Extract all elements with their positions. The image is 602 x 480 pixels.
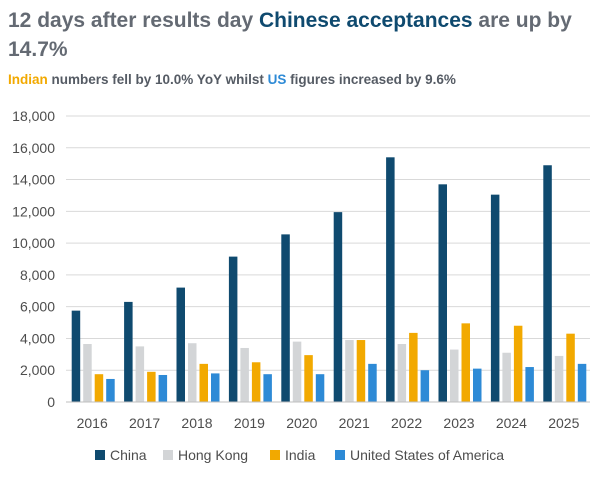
- bar-china-2017: [124, 301, 133, 402]
- x-tick-label: 2016: [77, 415, 108, 431]
- bar-india-2018: [199, 363, 208, 402]
- x-tick-label: 2021: [339, 415, 370, 431]
- y-tick-label: 8,000: [20, 267, 55, 283]
- bar-india-2017: [147, 371, 156, 402]
- subtitle-part-2: figures increased by 9.6%: [286, 72, 456, 87]
- bar-china-2021: [333, 212, 343, 402]
- bar-china-2020: [281, 234, 290, 402]
- title-highlight: Chinese acceptances: [258, 9, 473, 32]
- x-tick-label: 2018: [181, 415, 212, 431]
- legend-swatch-united-states-of-america: [335, 450, 345, 460]
- bar-china-2016: [71, 310, 81, 402]
- y-tick-label: 10,000: [12, 235, 55, 251]
- legend-swatch-india: [270, 450, 280, 460]
- bar-united-states-of-america-2017: [158, 374, 168, 402]
- x-tick-label: 2023: [443, 415, 474, 431]
- legend-swatch-hong-kong: [163, 450, 173, 460]
- title-part-1: 12 days after results day: [8, 9, 259, 32]
- legend-swatch-china: [95, 450, 105, 460]
- bar-china-2018: [176, 287, 185, 402]
- bar-united-states-of-america-2025: [577, 363, 587, 402]
- legend-label-india: India: [285, 447, 316, 463]
- x-axis-ticks: 2016 2017 2018 2019 2020 2021 2022 2023 2024 2025: [77, 415, 580, 431]
- bar-united-states-of-america-2016: [106, 378, 115, 402]
- bar-hong-kong-2023: [450, 349, 459, 402]
- subtitle-us: US: [267, 72, 287, 87]
- y-tick-label: 4,000: [20, 330, 55, 346]
- bar-united-states-of-america-2019: [263, 374, 272, 402]
- y-tick-label: 0: [47, 394, 55, 410]
- bar-hong-kong-2019: [240, 347, 249, 402]
- x-tick-label: 2024: [496, 415, 527, 431]
- bar-united-states-of-america-2020: [315, 374, 325, 402]
- bar-china-2024: [490, 194, 500, 402]
- bar-hong-kong-2020: [292, 341, 302, 402]
- x-tick-label: 2020: [286, 415, 317, 431]
- y-tick-label: 12,000: [12, 203, 55, 219]
- y-tick-label: 14,000: [12, 172, 55, 188]
- y-axis-ticks: 0 2,000 4,000 6,000 8,000 10,000 12,000 14,000 1…: [12, 108, 55, 410]
- subtitle-india: Indian: [8, 72, 48, 87]
- bar-india-2019: [251, 362, 261, 402]
- y-tick-label: 6,000: [20, 299, 55, 315]
- x-tick-label: 2025: [548, 415, 579, 431]
- bar-united-states-of-america-2024: [525, 367, 534, 402]
- x-tick-label: 2019: [234, 415, 265, 431]
- legend: China Hong Kong India United States of Amer…: [95, 447, 504, 463]
- legend-label-hong-kong: Hong Kong: [178, 447, 248, 463]
- bar-hong-kong-2025: [554, 355, 564, 402]
- bar-hong-kong-2016: [83, 344, 92, 402]
- title-part-2: are up by 14.7%: [8, 9, 572, 61]
- legend-label-china: China: [110, 447, 147, 463]
- bar-india-2016: [94, 374, 104, 402]
- bar-china-2023: [438, 184, 447, 402]
- bar-hong-kong-2024: [502, 352, 511, 402]
- chart-title: 12 days after results day Chinese accept…: [8, 6, 598, 64]
- bar-india-2023: [461, 323, 470, 402]
- bar-united-states-of-america-2018: [211, 373, 220, 402]
- bar-united-states-of-america-2022: [420, 370, 430, 402]
- legend-label-united-states-of-america: United States of America: [350, 447, 504, 463]
- bar-china-2019: [228, 256, 238, 402]
- bar-india-2025: [566, 333, 575, 402]
- y-tick-label: 2,000: [20, 362, 55, 378]
- bar-india-2024: [513, 325, 523, 402]
- bar-india-2021: [356, 340, 366, 402]
- bars: [71, 157, 587, 402]
- y-tick-label: 18,000: [12, 108, 55, 124]
- x-tick-label: 2022: [391, 415, 422, 431]
- bar-hong-kong-2018: [188, 343, 197, 402]
- bar-hong-kong-2022: [397, 344, 407, 402]
- bar-united-states-of-america-2023: [473, 368, 482, 402]
- subtitle-part-1: numbers fell by 10.0% YoY whilst: [47, 72, 268, 87]
- bar-hong-kong-2017: [135, 346, 145, 402]
- bar-china-2022: [386, 157, 395, 402]
- bar-united-states-of-america-2021: [368, 363, 377, 402]
- bar-india-2022: [409, 332, 418, 402]
- bar-hong-kong-2021: [345, 340, 354, 402]
- x-tick-label: 2017: [129, 415, 160, 431]
- grid-lines: [66, 115, 590, 371]
- chart-subtitle: Indian numbers fell by 10.0% YoY whilst …: [8, 72, 598, 87]
- bar-china-2025: [543, 165, 552, 402]
- y-tick-label: 16,000: [12, 140, 55, 156]
- bar-india-2020: [304, 355, 313, 402]
